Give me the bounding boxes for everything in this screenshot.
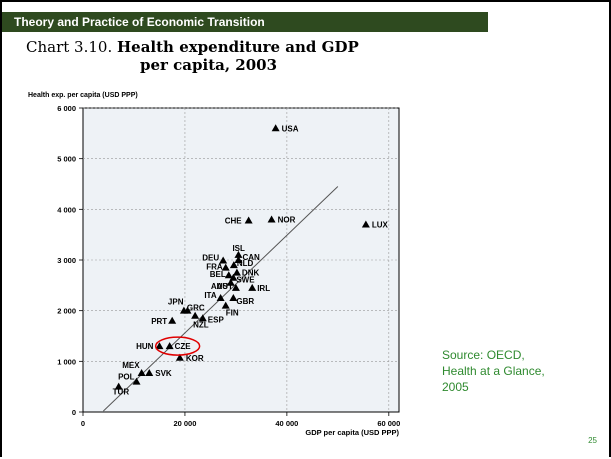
point-label-svk: SVK: [155, 369, 172, 378]
data-point-tur: [114, 382, 123, 390]
data-point-cze: [165, 342, 174, 350]
data-point-aut: [231, 283, 240, 291]
point-label-nzl: NZL: [193, 321, 209, 330]
point-label-deu: DEU: [202, 254, 219, 263]
data-point-prt: [168, 316, 177, 324]
data-point-che: [244, 216, 253, 224]
data-point-nzl: [191, 311, 200, 319]
point-label-fra: FRA: [206, 263, 223, 272]
data-point-nor: [267, 215, 276, 223]
chart-title-line1: Chart 3.10. Health expenditure and GDP: [26, 38, 466, 56]
x-tick-label: 0: [81, 419, 85, 428]
point-label-nld: NLD: [237, 259, 254, 268]
chart-title-text: Health expenditure and GDP: [117, 38, 359, 56]
data-point-isl: [234, 250, 243, 258]
data-point-hun: [155, 342, 164, 350]
point-label-lux: LUX: [372, 221, 389, 230]
source-note: Source: OECD, Health at a Glance, 2005: [442, 348, 545, 394]
data-point-mex: [137, 368, 146, 376]
y-tick-label: 5 000: [57, 155, 76, 164]
point-label-esp: ESP: [208, 315, 225, 324]
page-number: 25: [588, 436, 597, 445]
point-label-aus: AUS: [211, 282, 229, 291]
data-point-grc: [179, 306, 188, 314]
highlight-layer: [154, 336, 201, 356]
point-label-swe: SWE: [236, 276, 255, 285]
y-tick-label: 1 000: [57, 357, 76, 366]
point-label-hun: HUN: [136, 342, 154, 351]
data-point-can: [234, 256, 243, 263]
data-point-kor: [175, 353, 184, 361]
y-tick-label: 2 000: [57, 307, 76, 316]
point-label-grc: GRC: [187, 304, 205, 313]
point-label-jpn: JPN: [168, 298, 184, 307]
data-point-ita: [216, 294, 225, 301]
point-label-pol: POL: [118, 373, 135, 382]
data-point-pol: [132, 377, 141, 385]
point-label-cze: CZE: [175, 342, 192, 351]
point-label-isl: ISL: [232, 244, 245, 253]
point-label-fin: FIN: [226, 309, 239, 318]
point-label-bel: BEL: [210, 270, 226, 279]
data-point-svk: [145, 368, 154, 376]
data-point-aus: [226, 278, 235, 286]
point-label-irl: IRL: [257, 284, 270, 293]
point-label-che: CHE: [225, 216, 243, 225]
point-label-nor: NOR: [278, 215, 296, 224]
data-point-bel: [224, 271, 233, 279]
x-tick-label: 60 000: [377, 419, 400, 428]
point-label-mex: MEX: [122, 361, 140, 370]
point-label-prt: PRT: [151, 317, 167, 326]
point-label-gbr: GBR: [236, 297, 254, 306]
point-label-tur: TUR: [113, 388, 130, 397]
data-point-swe: [229, 273, 238, 281]
data-point-esp: [198, 314, 207, 322]
point-label-kor: KOR: [186, 354, 204, 363]
data-point-irl: [248, 283, 257, 291]
header-title: Theory and Practice of Economic Transiti…: [14, 15, 265, 29]
y-tick-label: 6 000: [57, 104, 76, 113]
chart-number: Chart 3.10.: [26, 38, 113, 56]
point-label-usa: USA: [282, 124, 299, 133]
data-point-gbr: [229, 294, 238, 301]
y-tick-label: 4 000: [57, 205, 76, 214]
point-label-can: CAN: [242, 253, 260, 262]
header-bar: Theory and Practice of Economic Transiti…: [2, 12, 488, 32]
data-point-fin: [221, 301, 230, 309]
y-tick-label: 0: [72, 408, 76, 417]
data-point-dnk: [232, 268, 241, 276]
x-tick-label: 20 000: [173, 419, 196, 428]
data-point-lux: [361, 220, 370, 228]
grid-layer: [82, 107, 400, 413]
x-tick-label: 40 000: [275, 419, 298, 428]
chart-title-line2: per capita, 2003: [140, 56, 278, 74]
data-point-fra: [221, 263, 230, 271]
data-point-usa: [271, 124, 280, 132]
axis-layer: 0 1 000 2 000 3 000 4 000 5 000 6 000 0 20 000 40…: [57, 104, 400, 437]
data-point-nld: [229, 261, 238, 269]
point-label-aut: AUT: [216, 282, 233, 291]
highlight-ellipse: [154, 336, 201, 356]
point-label-dnk: DNK: [242, 269, 260, 278]
point-label-ita: ITA: [204, 291, 217, 300]
data-point-deu: [219, 256, 228, 264]
x-axis-label: GDP per capita (USD PPP): [305, 428, 399, 437]
y-tick-label: 3 000: [57, 256, 76, 265]
y-axis-label: Health exp. per capita (USD PPP): [28, 92, 138, 99]
